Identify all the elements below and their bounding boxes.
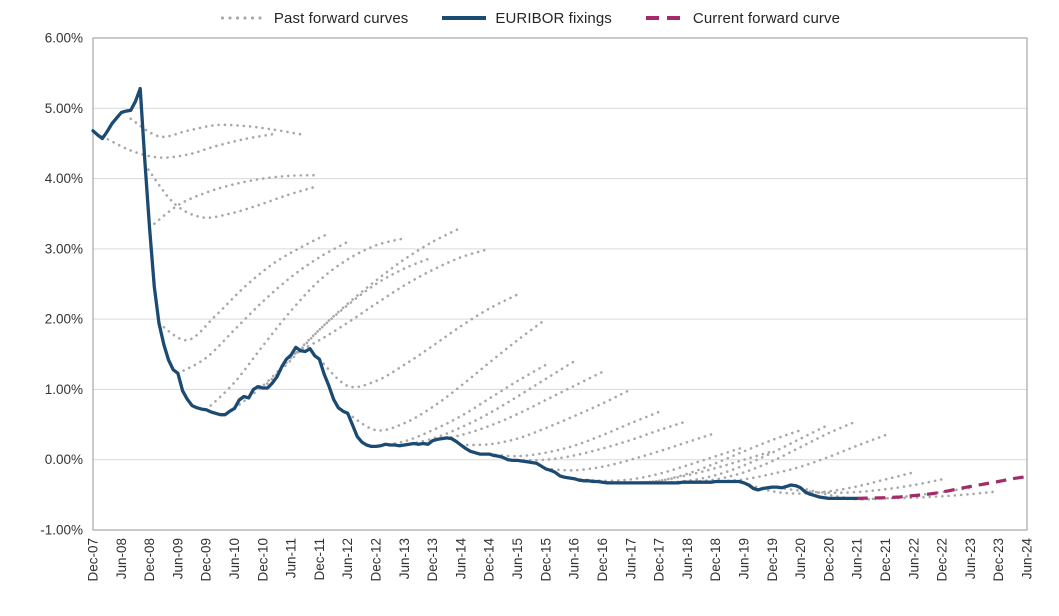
past-forward-curve — [318, 293, 519, 389]
y-axis-tick-label: 5.00% — [45, 101, 83, 116]
past-forward-curve — [459, 388, 633, 447]
past-forward-curve — [629, 428, 802, 485]
x-axis-tick-label: Jun-16 — [567, 538, 582, 579]
x-axis-tick-label: Dec-12 — [369, 538, 384, 582]
x-axis-tick-label: Jun-23 — [963, 538, 978, 579]
y-axis-tick-label: 2.00% — [45, 312, 83, 327]
x-axis-tick-label: Jun-08 — [114, 538, 129, 579]
past-forward-curve — [204, 237, 406, 412]
past-forward-curve — [129, 117, 302, 139]
x-axis-tick-label: Dec-22 — [935, 538, 950, 582]
chart-legend: Past forward curves EURIBOR fixings Curr… — [0, 4, 1059, 32]
past-forward-curve — [403, 360, 576, 447]
x-axis-tick-label: Jun-14 — [453, 538, 468, 580]
legend-label-euribor-fixings: EURIBOR fixings — [495, 9, 612, 27]
x-axis-tick-label: Jun-10 — [227, 538, 242, 579]
x-axis-tick-label: Dec-14 — [482, 538, 497, 582]
x-axis-tick-label: Jun-24 — [1020, 538, 1035, 580]
x-axis-tick-label: Jun-13 — [397, 538, 412, 579]
past-forward-curve — [101, 133, 274, 159]
past-forward-curve — [714, 433, 887, 483]
x-axis-tick-label: Jun-12 — [340, 538, 355, 579]
y-axis-tick-label: 1.00% — [45, 382, 83, 397]
x-axis-tick-label: Dec-10 — [255, 538, 270, 582]
x-axis-tick-label: Dec-08 — [142, 538, 157, 582]
solid-line-swatch — [442, 16, 487, 20]
dotted-line-swatch — [218, 10, 265, 26]
legend-label-current-forward-curve: Current forward curve — [692, 9, 841, 27]
past-forward-curve — [346, 317, 548, 432]
x-axis-tick-label: Dec-23 — [991, 538, 1006, 582]
legend-item-past-forward-curves: Past forward curves — [218, 9, 409, 27]
past-forward-curve — [157, 232, 331, 342]
past-forward-curve — [487, 410, 661, 458]
x-axis-tick-label: Jun-09 — [170, 538, 185, 579]
x-axis-tick-label: Dec-07 — [86, 538, 101, 582]
x-axis-tick-label: Jun-15 — [510, 538, 525, 579]
past-forward-curve — [143, 163, 316, 220]
plot-border — [92, 37, 1028, 531]
legend-item-euribor-fixings: EURIBOR fixings — [442, 10, 612, 27]
y-axis-tick-label: 3.00% — [45, 241, 83, 256]
x-axis-tick-label: Jun-18 — [680, 538, 695, 579]
x-axis-tick-label: Jun-20 — [793, 538, 808, 579]
past-forward-curve — [686, 419, 859, 484]
x-axis-tick-label: Jun-17 — [623, 538, 638, 579]
y-axis-tick-label: 4.00% — [45, 171, 83, 186]
past-forward-curve — [572, 445, 746, 483]
past-forward-curve — [148, 173, 321, 230]
x-axis-tick-label: Dec-17 — [652, 538, 667, 582]
past-forward-curve — [657, 423, 831, 485]
x-axis-tick-label: Dec-19 — [765, 538, 780, 582]
x-axis-tick-label: Dec-11 — [312, 538, 327, 581]
past-forward-curve — [233, 256, 434, 410]
x-axis-tick-label: Dec-16 — [595, 538, 610, 582]
past-forward-curve — [289, 247, 491, 357]
legend-item-current-forward-curve: Current forward curve — [645, 9, 841, 27]
dashed-line-swatch — [645, 16, 684, 20]
euribor-fixings-line — [91, 86, 859, 501]
x-axis-tick-label: Dec-15 — [538, 538, 553, 582]
legend-label-past-forward-curves: Past forward curves — [273, 9, 409, 27]
past-forward-curve — [516, 419, 689, 462]
past-forward-curve — [261, 226, 463, 390]
past-forward-curve — [601, 450, 774, 485]
x-axis-tick-label: Dec-18 — [708, 538, 723, 582]
x-axis-tick-label: Jun-11 — [284, 538, 299, 578]
x-axis-tick-label: Dec-09 — [199, 538, 214, 582]
x-axis-tick-label: Dec-13 — [425, 538, 440, 582]
past-forward-curve — [431, 370, 604, 442]
x-axis-tick-label: Jun-21 — [850, 538, 865, 579]
past-forward-curve — [374, 363, 548, 448]
past-forward-curve — [742, 471, 916, 495]
y-axis-tick-label: 6.00% — [45, 31, 83, 46]
x-axis-tick-label: Dec-20 — [821, 538, 836, 582]
current-forward-curve-line — [857, 475, 1028, 500]
past-forward-curve — [176, 240, 349, 375]
past-forward-curve — [544, 431, 717, 472]
x-axis-tick-label: Dec-21 — [878, 538, 893, 582]
y-axis-tick-label: 0.00% — [45, 452, 83, 467]
y-axis-tick-label: -1.00% — [40, 523, 83, 538]
x-axis-tick-label: Jun-19 — [736, 538, 751, 579]
x-axis-tick-label: Jun-22 — [906, 538, 921, 579]
